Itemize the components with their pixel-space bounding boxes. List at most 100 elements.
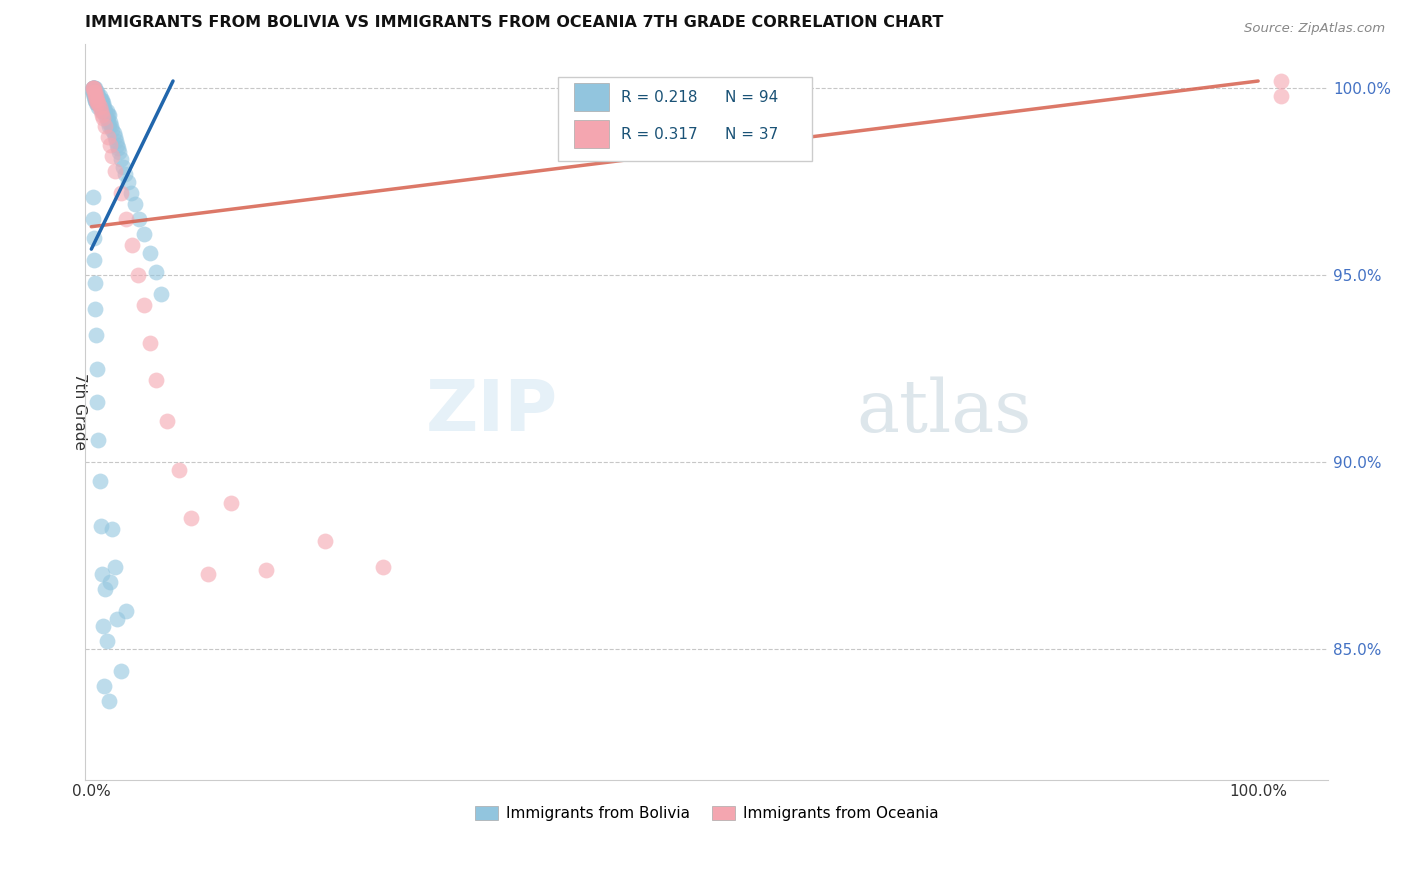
Point — [94, 582, 117, 596]
Point — [1270, 74, 1292, 88]
Point — [87, 100, 110, 114]
Point — [84, 93, 107, 107]
Point — [82, 81, 104, 95]
Point — [86, 96, 108, 111]
Point — [167, 462, 190, 476]
Point — [83, 81, 105, 95]
Point — [120, 186, 142, 200]
Point — [97, 119, 120, 133]
Point — [98, 137, 121, 152]
Point — [83, 89, 105, 103]
Point — [83, 89, 105, 103]
Point — [89, 89, 111, 103]
Point — [83, 93, 105, 107]
Point — [96, 112, 118, 126]
Point — [110, 665, 132, 679]
Point — [107, 141, 129, 155]
Point — [86, 85, 108, 99]
Point — [101, 522, 124, 536]
Point — [103, 126, 125, 140]
Point — [110, 186, 132, 200]
Point — [91, 100, 114, 114]
Text: atlas: atlas — [856, 376, 1032, 447]
Point — [86, 93, 108, 107]
Point — [87, 93, 110, 107]
FancyBboxPatch shape — [574, 120, 609, 148]
Legend: Immigrants from Bolivia, Immigrants from Oceania: Immigrants from Bolivia, Immigrants from… — [468, 800, 945, 827]
Point — [87, 96, 110, 111]
Point — [86, 395, 108, 409]
Point — [86, 89, 108, 103]
Point — [111, 160, 134, 174]
Point — [98, 574, 121, 589]
Point — [89, 474, 111, 488]
Point — [91, 112, 114, 126]
Point — [115, 605, 138, 619]
Point — [83, 93, 105, 107]
Point — [128, 212, 150, 227]
Point — [108, 145, 131, 159]
Point — [90, 103, 112, 118]
Point — [90, 96, 112, 111]
Point — [314, 533, 336, 548]
Point — [86, 361, 108, 376]
Point — [83, 231, 105, 245]
Point — [145, 264, 167, 278]
FancyBboxPatch shape — [574, 84, 609, 112]
Point — [179, 511, 201, 525]
Point — [97, 130, 120, 145]
Point — [96, 103, 118, 118]
Point — [82, 81, 104, 95]
Point — [145, 373, 167, 387]
Point — [121, 238, 143, 252]
Point — [90, 103, 112, 118]
Text: R = 0.317: R = 0.317 — [621, 127, 697, 142]
Point — [83, 253, 105, 268]
Point — [104, 559, 127, 574]
Text: ZIP: ZIP — [426, 377, 558, 446]
FancyBboxPatch shape — [558, 77, 813, 161]
Point — [93, 679, 115, 693]
Point — [90, 100, 112, 114]
Text: IMMIGRANTS FROM BOLIVIA VS IMMIGRANTS FROM OCEANIA 7TH GRADE CORRELATION CHART: IMMIGRANTS FROM BOLIVIA VS IMMIGRANTS FR… — [86, 15, 943, 30]
Point — [82, 85, 104, 99]
Point — [84, 328, 107, 343]
Point — [197, 567, 219, 582]
Point — [105, 137, 128, 152]
Point — [84, 96, 107, 111]
Point — [138, 335, 160, 350]
Point — [90, 93, 112, 107]
Point — [94, 119, 117, 133]
Point — [110, 153, 132, 167]
Point — [82, 85, 104, 99]
Point — [101, 122, 124, 136]
Point — [114, 168, 136, 182]
Point — [90, 96, 112, 111]
Point — [150, 287, 173, 301]
Point — [104, 130, 127, 145]
Point — [91, 103, 114, 118]
Point — [82, 81, 104, 95]
Point — [97, 694, 120, 708]
Point — [127, 268, 149, 283]
Point — [84, 89, 107, 103]
Point — [82, 212, 104, 227]
Text: Source: ZipAtlas.com: Source: ZipAtlas.com — [1244, 22, 1385, 36]
Point — [89, 93, 111, 107]
Point — [87, 433, 110, 447]
Point — [97, 108, 120, 122]
Point — [84, 85, 107, 99]
Y-axis label: 7th Grade: 7th Grade — [72, 373, 87, 450]
Point — [83, 85, 105, 99]
Point — [100, 119, 122, 133]
Point — [104, 134, 127, 148]
Point — [132, 298, 155, 312]
Point — [105, 612, 128, 626]
Text: N = 94: N = 94 — [725, 90, 779, 105]
Point — [93, 103, 115, 118]
Point — [97, 115, 120, 129]
Point — [371, 559, 394, 574]
Point — [254, 563, 277, 577]
Point — [124, 197, 146, 211]
Point — [83, 301, 105, 316]
